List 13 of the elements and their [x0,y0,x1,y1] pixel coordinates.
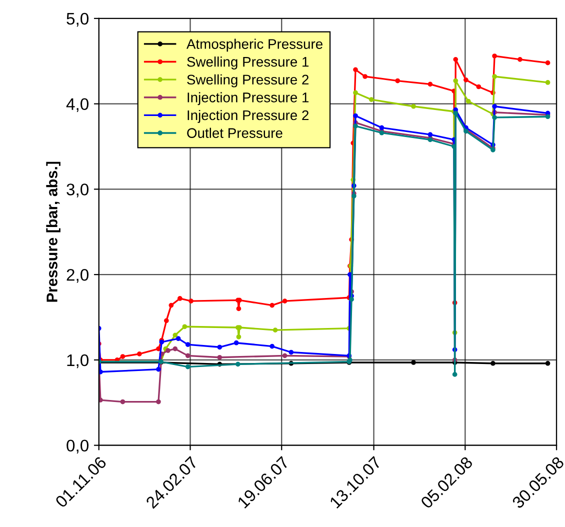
legend-label: Swelling Pressure 1 [187,56,309,70]
legend-label: Swelling Pressure 2 [187,74,309,88]
legend-label: Injection Pressure 2 [188,110,309,123]
y-tick-label: 2,0 [66,268,89,283]
legend-label: Injection Pressure 1 [188,92,309,106]
y-tick-label: 0,0 [66,440,89,454]
y-tick-label: 3,0 [66,184,89,198]
y-tick-label: 5,0 [66,12,89,27]
y-tick-label: 4,0 [66,98,89,112]
y-tick-label: 1,0 [67,354,89,368]
legend-label: Outlet Pressure [187,128,282,138]
y-axis-title: Pressure [bar, abs.] [46,162,60,302]
legend-label: Atmospheric Pressure [186,38,322,52]
